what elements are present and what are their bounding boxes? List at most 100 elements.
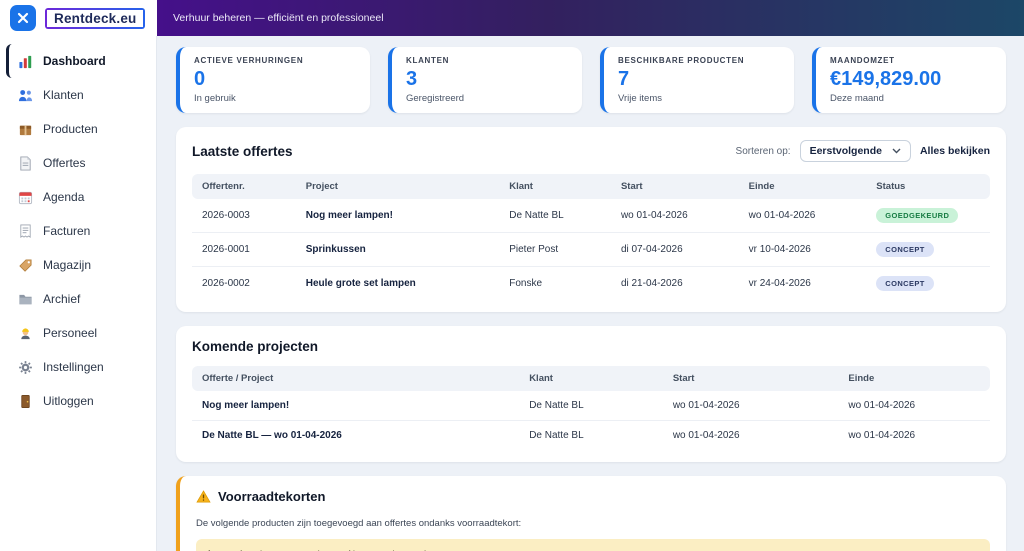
col-header: Offerte / Project: [192, 366, 520, 391]
sort-label: Sorteren op:: [735, 145, 791, 157]
col-header: Klant: [499, 174, 611, 199]
stat-cards: ACTIEVE VERHURINGEN 0 In gebruik KLANTEN…: [176, 47, 1006, 113]
cell-klant: Pieter Post: [499, 232, 611, 267]
stat-sub: In gebruik: [194, 93, 236, 104]
cell-project: Nog meer lampen!: [192, 391, 520, 421]
stat-card-beschikbare-producten: BESCHIKBARE PRODUCTEN 7 Vrije items: [600, 47, 794, 113]
sidebar: Dashboard Klanten Producten Offertes Age…: [0, 36, 157, 551]
sidebar-item-personeel[interactable]: Personeel: [6, 316, 150, 350]
shortage-product: Lamp: [208, 549, 233, 551]
sidebar-item-klanten[interactable]: Klanten: [6, 78, 150, 112]
stat-label: ACTIEVE VERHURINGEN: [194, 56, 304, 65]
warning-icon: [196, 490, 211, 503]
stat-card-actieve-verhuringen: ACTIEVE VERHURINGEN 0 In gebruik: [176, 47, 370, 113]
topbar-banner: Verhuur beheren — efficiënt en professio…: [157, 0, 1024, 36]
cell-einde: wo 01-04-2026: [738, 199, 867, 233]
sidebar-item-instellingen[interactable]: Instellingen: [6, 350, 150, 384]
cell-einde: wo 01-04-2026: [848, 430, 916, 441]
sidebar-item-facturen[interactable]: Facturen: [6, 214, 150, 248]
cell-start: wo 01-04-2026: [672, 430, 740, 441]
projecten-table: Offerte / Project Klant Start Einde Nog …: [192, 366, 990, 450]
stat-card-maandomzet: MAANDOMZET €149,829.00 Deze maand: [812, 47, 1006, 113]
topbar: Rentdeck.eu Verhuur beheren — efficiënt …: [0, 0, 1024, 36]
tagline: Verhuur beheren — efficiënt en professio…: [173, 12, 384, 24]
stat-value: 3: [406, 68, 418, 90]
col-header: Klant: [519, 366, 663, 391]
cell-project: Sprinkussen: [295, 232, 500, 267]
sidebar-item-dashboard[interactable]: Dashboard: [6, 44, 150, 78]
cell-klant: De Natte BL: [529, 430, 584, 441]
tag-icon: [17, 257, 33, 273]
stat-value: 7: [618, 68, 630, 90]
view-all-button[interactable]: Alles bekijken: [919, 145, 990, 157]
cell-offertenr: 2026-0001: [192, 232, 296, 267]
bar-chart-icon: [17, 53, 33, 69]
cell-start: di 21-04-2026: [620, 278, 683, 289]
offertes-table: Offertenr. Project Klant Start Einde Sta…: [192, 174, 990, 300]
sidebar-item-offertes[interactable]: Offertes: [6, 146, 150, 180]
cell-einde: vr 24-04-2026: [748, 278, 811, 289]
calendar-icon: [17, 189, 33, 205]
stat-value: 0: [194, 68, 206, 90]
close-button[interactable]: [10, 5, 36, 31]
table-row: Nog meer lampen! De Natte BL wo 01-04-20…: [192, 391, 990, 421]
sidebar-item-uitloggen[interactable]: Uitloggen: [6, 384, 150, 418]
voorraadtekorten-card: Voorraadtekorten De volgende producten z…: [176, 476, 1006, 551]
gear-icon: [17, 359, 33, 375]
folder-icon: [17, 291, 33, 307]
col-header: Einde: [738, 174, 867, 199]
cell-einde: wo 01-04-2026: [838, 391, 990, 421]
cell-start: wo 01-04-2026: [610, 199, 739, 233]
shortage-item: Lamp: 1× tekort — op projecten: Nog meer…: [196, 539, 990, 551]
shortage-detail: : 1× tekort — op projecten: Nog meer lam…: [233, 549, 426, 551]
cell-start: wo 01-04-2026: [662, 391, 839, 421]
package-icon: [17, 121, 33, 137]
main-content: ACTIEVE VERHURINGEN 0 In gebruik KLANTEN…: [157, 36, 1024, 551]
document-icon: [17, 155, 33, 171]
col-header: Einde: [838, 366, 990, 391]
sort-select[interactable]: Eerstvolgende: [799, 140, 911, 162]
sort-select-value: Eerstvolgende: [809, 145, 882, 157]
cell-project: Nog meer lampen!: [295, 199, 500, 233]
topbar-left: Rentdeck.eu: [0, 0, 157, 36]
cell-einde: vr 10-04-2026: [738, 232, 867, 267]
section-title-projecten: Komende projecten: [192, 339, 319, 354]
stat-card-klanten: KLANTEN 3 Geregistreerd: [388, 47, 582, 113]
cell-project: Heule grote set lampen: [305, 278, 416, 289]
col-header: Start: [610, 174, 739, 199]
col-header: Project: [295, 174, 500, 199]
stat-sub: Deze maand: [830, 93, 884, 104]
komende-projecten-card: Komende projecten Offerte / Project Klan…: [176, 326, 1006, 462]
laatste-offertes-card: Laatste offertes Sorteren op: Eerstvolge…: [176, 127, 1006, 312]
sidebar-item-agenda[interactable]: Agenda: [6, 180, 150, 214]
cell-offertenr: 2026-0003: [192, 199, 296, 233]
sidebar-item-producten[interactable]: Producten: [6, 112, 150, 146]
stat-label: MAANDOMZET: [830, 56, 895, 65]
door-icon: [17, 393, 33, 409]
sidebar-item-magazijn[interactable]: Magazijn: [6, 248, 150, 282]
worker-icon: [17, 325, 33, 341]
cell-offertenr: 2026-0002: [202, 278, 250, 289]
sidebar-item-archief[interactable]: Archief: [6, 282, 150, 316]
section-title-offertes: Laatste offertes: [192, 143, 293, 159]
warning-description: De volgende producten zijn toegevoegd aa…: [196, 518, 522, 529]
brand-name: Rentdeck.eu: [47, 9, 144, 27]
status-badge: CONCEPT: [876, 276, 934, 291]
col-header: Start: [662, 366, 839, 391]
table-row: 2026-0002 Heule grote set lampen Fonske …: [192, 267, 990, 301]
brand-logo: Rentdeck.eu: [45, 7, 146, 29]
stat-label: KLANTEN: [406, 56, 450, 65]
cell-project: De Natte BL — wo 01-04-2026: [202, 430, 342, 441]
stat-sub: Vrije items: [618, 93, 662, 104]
projecten-header-row: Offerte / Project Klant Start Einde: [192, 366, 990, 391]
receipt-icon: [17, 223, 33, 239]
col-header: Status: [866, 174, 990, 199]
cell-klant: De Natte BL: [499, 199, 611, 233]
table-row: 2026-0003 Nog meer lampen! De Natte BL w…: [192, 199, 990, 233]
cell-klant: Fonske: [509, 278, 543, 289]
stat-value: €149,829.00: [830, 68, 942, 90]
status-badge: CONCEPT: [876, 242, 934, 257]
col-header: Offertenr.: [192, 174, 296, 199]
table-row: De Natte BL — wo 01-04-2026 De Natte BL …: [192, 421, 990, 451]
status-badge: GOEDGEKEURD: [876, 208, 959, 223]
